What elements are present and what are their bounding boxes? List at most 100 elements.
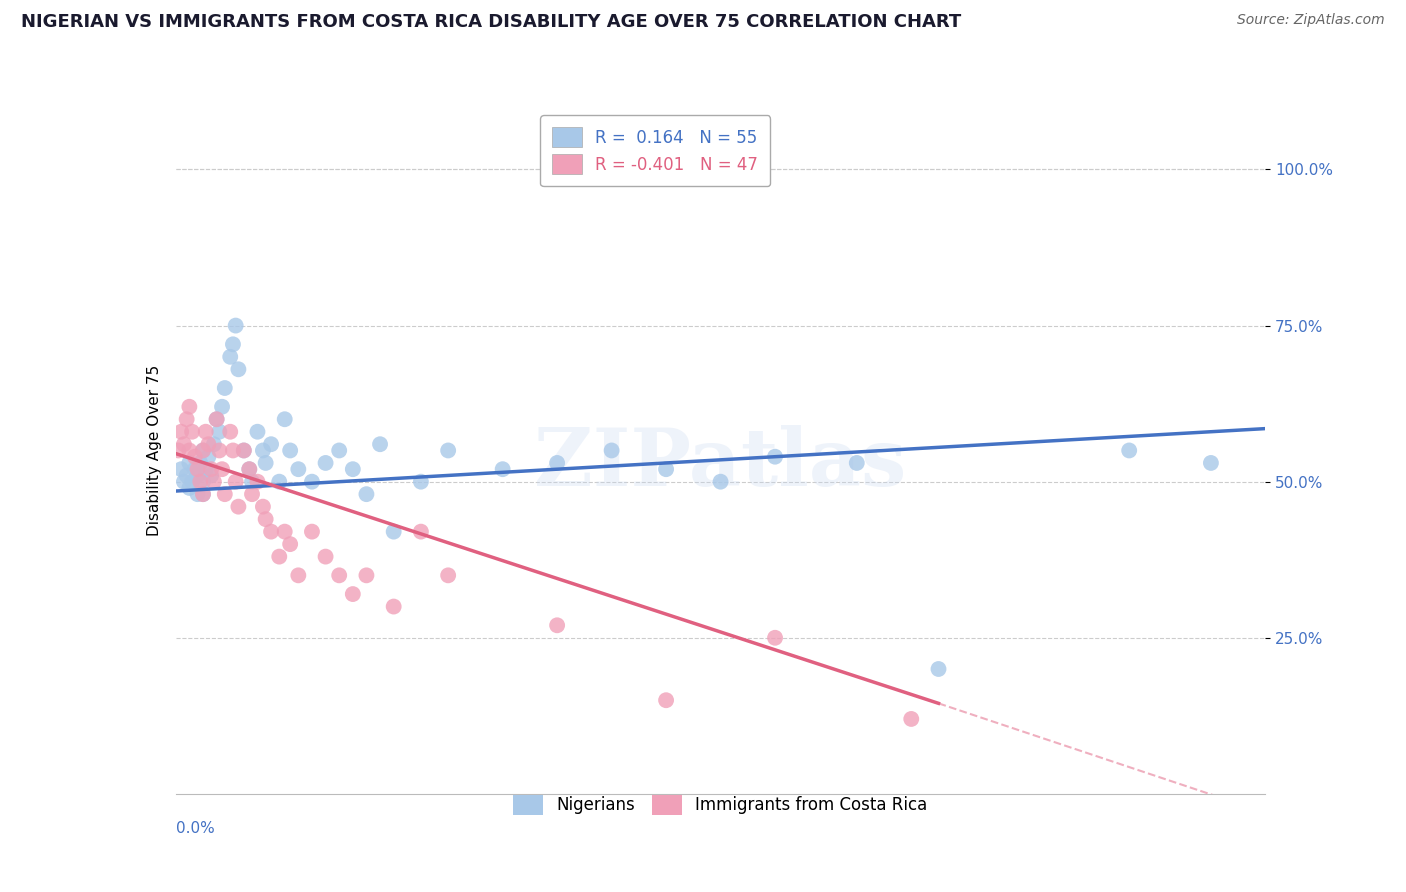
Point	[186, 462, 209, 476]
Point	[342, 587, 364, 601]
Point	[222, 443, 245, 458]
Point	[409, 524, 432, 539]
Point	[546, 618, 568, 632]
Point	[342, 462, 364, 476]
Y-axis label: Disability Age Over 75: Disability Age Over 75	[146, 365, 162, 536]
Point	[763, 450, 786, 464]
Point	[191, 443, 214, 458]
Point	[254, 456, 277, 470]
Point	[252, 500, 274, 514]
Point	[219, 425, 242, 439]
Point	[287, 568, 309, 582]
Point	[202, 475, 225, 489]
Point	[328, 443, 350, 458]
Point	[710, 475, 733, 489]
Point	[246, 475, 269, 489]
Point	[205, 412, 228, 426]
Point	[167, 443, 190, 458]
Point	[254, 512, 277, 526]
Point	[170, 425, 193, 439]
Point	[900, 712, 922, 726]
Point	[328, 568, 350, 582]
Point	[240, 475, 263, 489]
Point	[301, 524, 323, 539]
Point	[232, 443, 254, 458]
Point	[845, 456, 868, 470]
Point	[382, 599, 405, 614]
Point	[225, 475, 247, 489]
Point	[238, 462, 260, 476]
Text: 0.0%: 0.0%	[176, 822, 215, 837]
Point	[208, 425, 231, 439]
Point	[356, 487, 378, 501]
Point	[238, 462, 260, 476]
Point	[600, 443, 623, 458]
Point	[184, 450, 207, 464]
Point	[179, 481, 201, 495]
Point	[1118, 443, 1140, 458]
Point	[225, 318, 247, 333]
Point	[197, 450, 219, 464]
Point	[240, 487, 263, 501]
Point	[181, 475, 204, 489]
Point	[232, 443, 254, 458]
Point	[301, 475, 323, 489]
Point	[211, 462, 233, 476]
Point	[278, 443, 301, 458]
Text: ZIPatlas: ZIPatlas	[534, 425, 907, 503]
Point	[246, 425, 269, 439]
Point	[1199, 456, 1222, 470]
Point	[202, 437, 225, 451]
Point	[186, 487, 209, 501]
Point	[173, 437, 195, 451]
Point	[176, 468, 198, 483]
Point	[181, 425, 204, 439]
Point	[191, 487, 214, 501]
Legend: Nigerians, Immigrants from Costa Rica: Nigerians, Immigrants from Costa Rica	[502, 783, 939, 827]
Point	[546, 456, 568, 470]
Point	[437, 568, 460, 582]
Point	[194, 462, 217, 476]
Point	[409, 475, 432, 489]
Point	[928, 662, 950, 676]
Point	[219, 350, 242, 364]
Point	[492, 462, 515, 476]
Point	[315, 456, 337, 470]
Point	[382, 524, 405, 539]
Point	[208, 443, 231, 458]
Point	[211, 400, 233, 414]
Point	[269, 475, 291, 489]
Point	[188, 456, 211, 470]
Point	[228, 500, 250, 514]
Point	[184, 462, 207, 476]
Point	[214, 487, 236, 501]
Point	[176, 412, 198, 426]
Point	[222, 337, 245, 351]
Point	[200, 468, 222, 483]
Text: NIGERIAN VS IMMIGRANTS FROM COSTA RICA DISABILITY AGE OVER 75 CORRELATION CHART: NIGERIAN VS IMMIGRANTS FROM COSTA RICA D…	[21, 13, 962, 31]
Point	[368, 437, 391, 451]
Point	[763, 631, 786, 645]
Point	[655, 693, 678, 707]
Point	[655, 462, 678, 476]
Point	[200, 462, 222, 476]
Point	[260, 437, 283, 451]
Point	[205, 412, 228, 426]
Point	[179, 443, 201, 458]
Point	[191, 443, 214, 458]
Point	[260, 524, 283, 539]
Point	[191, 475, 214, 489]
Point	[188, 475, 211, 489]
Point	[173, 475, 195, 489]
Point	[278, 537, 301, 551]
Point	[274, 524, 297, 539]
Point	[437, 443, 460, 458]
Point	[214, 381, 236, 395]
Text: Source: ZipAtlas.com: Source: ZipAtlas.com	[1237, 13, 1385, 28]
Point	[197, 437, 219, 451]
Point	[274, 412, 297, 426]
Point	[356, 568, 378, 582]
Point	[252, 443, 274, 458]
Point	[179, 456, 201, 470]
Point	[179, 400, 201, 414]
